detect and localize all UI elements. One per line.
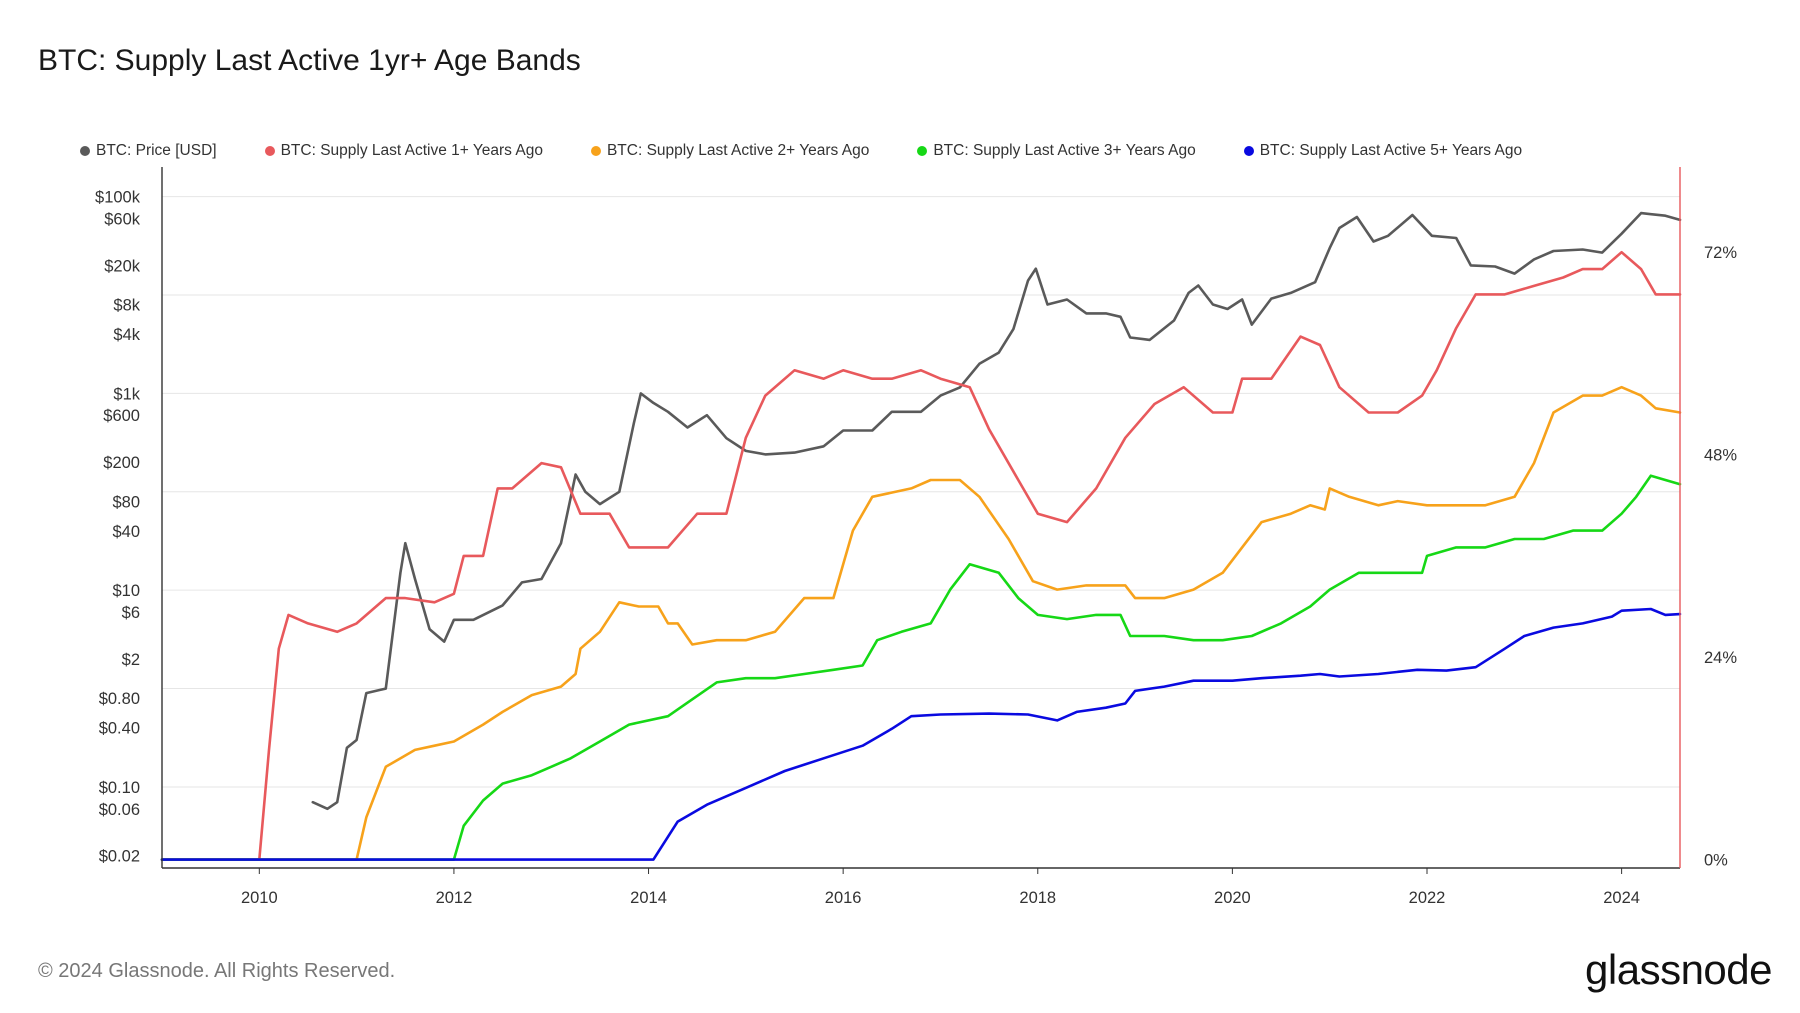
- y-right-tick-label-2: 48%: [1704, 447, 1737, 465]
- y-left-tick-label-17: $0.02: [99, 848, 140, 866]
- x-tick-label-7: 2024: [1603, 889, 1640, 907]
- x-tick-label-1: 2012: [436, 889, 473, 907]
- y-right-tick-label-1: 24%: [1704, 649, 1737, 667]
- series-line-0: [311, 211, 1682, 811]
- y-left-tick-label-3: $8k: [113, 297, 140, 315]
- legend-dot-1y: [264, 146, 275, 156]
- x-tick-label-6: 2022: [1409, 889, 1446, 907]
- series-line-3: [160, 474, 1682, 861]
- legend-item-1y[interactable]: BTC: Supply Last Active 1+ Years Ago: [264, 142, 543, 160]
- x-tick-label-4: 2018: [1019, 889, 1056, 907]
- legend-item-5y[interactable]: BTC: Supply Last Active 5+ Years Ago: [1243, 142, 1523, 160]
- x-tick-label-0: 2010: [241, 889, 278, 907]
- y-left-tick-label-5: $1k: [113, 385, 140, 403]
- legend-label-2y: BTC: Supply Last Active 2+ Years Ago: [606, 142, 870, 159]
- y-right-tick-label-0: 0%: [1704, 852, 1728, 870]
- y-left-tick-label-9: $40: [112, 523, 140, 541]
- y-left-tick-label-10: $10: [112, 582, 140, 600]
- legend-label-3y: BTC: Supply Last Active 3+ Years Ago: [933, 142, 1196, 159]
- x-tick-label-2: 2014: [630, 889, 667, 907]
- glassnode-logo: glassnode: [1585, 946, 1772, 993]
- chart-title: BTC: Supply Last Active 1yr+ Age Bands: [38, 44, 581, 77]
- y-left-tick-label-6: $600: [103, 407, 140, 425]
- legend-label-1y: BTC: Supply Last Active 1+ Years Ago: [280, 142, 543, 159]
- legend-label-price: BTC: Price [USD]: [96, 142, 217, 159]
- y-left-tick-label-13: $0.80: [99, 690, 140, 708]
- legend-dot-5y: [1243, 146, 1254, 156]
- y-left-tick-label-4: $4k: [113, 326, 140, 344]
- y-right-tick-label-3: 72%: [1704, 244, 1737, 262]
- y-left-tick-label-14: $0.40: [99, 720, 140, 738]
- legend-dot-3y: [917, 146, 928, 156]
- series-line-4: [160, 607, 1682, 861]
- legend-item-2y[interactable]: BTC: Supply Last Active 2+ Years Ago: [590, 142, 870, 160]
- copyright-footer: © 2024 Glassnode. All Rights Reserved.: [38, 960, 396, 982]
- legend-item-3y[interactable]: BTC: Supply Last Active 3+ Years Ago: [917, 142, 1196, 160]
- x-tick-label-5: 2020: [1214, 889, 1251, 907]
- series-line-2: [160, 385, 1682, 861]
- legend-label-5y: BTC: Supply Last Active 5+ Years Ago: [1259, 142, 1523, 159]
- chart-gridlines: [162, 196, 1680, 788]
- y-left-tick-label-11: $6: [122, 604, 140, 622]
- series-line-1: [160, 250, 1682, 861]
- legend-dot-2y: [590, 146, 601, 156]
- y-left-tick-label-7: $200: [103, 454, 140, 472]
- y-left-tick-label-12: $2: [122, 651, 140, 669]
- chart-legend: BTC: Price [USD] BTC: Supply Last Active…: [80, 140, 1522, 162]
- y-left-tick-label-16: $0.06: [99, 801, 140, 819]
- y-left-tick-label-15: $0.10: [99, 779, 140, 797]
- y-left-tick-label-1: $60k: [104, 210, 141, 228]
- chart-axes: [161, 167, 1681, 874]
- legend-item-price[interactable]: BTC: Price [USD]: [80, 142, 217, 160]
- chart-series: [160, 211, 1682, 861]
- y-left-tick-label-0: $100k: [95, 189, 141, 207]
- chart-tick-labels: 2010 2012 2014 2016 2018 2020 2022 2024$100k$60…: [95, 189, 1737, 907]
- legend-dot-price: [80, 146, 90, 156]
- y-left-tick-label-8: $80: [112, 493, 140, 511]
- y-left-tick-label-2: $20k: [104, 257, 141, 275]
- x-tick-label-3: 2016: [825, 889, 862, 907]
